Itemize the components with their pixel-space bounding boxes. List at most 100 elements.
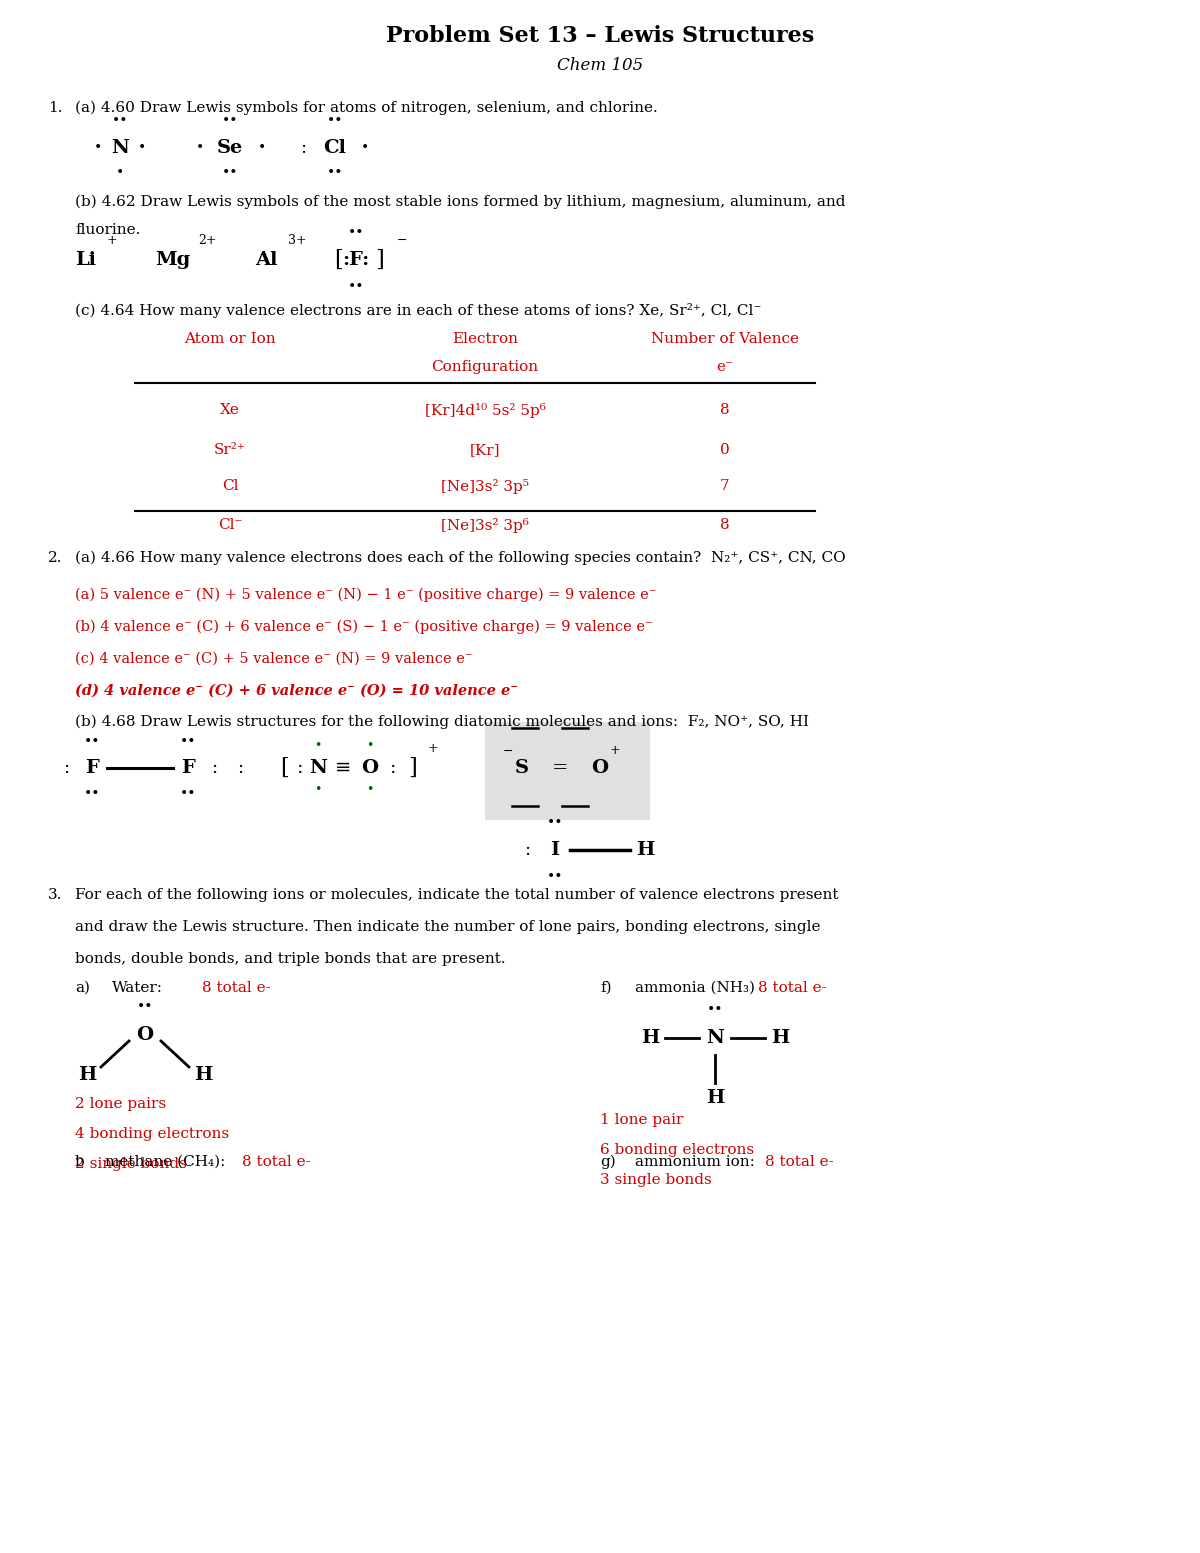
Text: +: + [107,233,118,247]
Text: =: = [552,759,569,776]
Text: :: : [390,759,396,776]
Text: 8 total e-: 8 total e- [242,1155,311,1169]
Text: +: + [610,744,620,758]
Text: :: : [62,759,70,776]
Text: ••: •• [547,815,563,829]
Text: g): g) [600,1155,616,1169]
Text: F: F [85,759,98,776]
Text: 7: 7 [720,478,730,492]
Text: 8 total e-: 8 total e- [202,981,271,995]
Text: :: : [524,842,530,859]
Text: ammonia (NH₃): ammonia (NH₃) [635,981,755,995]
Text: e⁻: e⁻ [716,360,733,374]
Text: :: : [236,759,244,776]
Text: [Ne]3s² 3p⁵: [Ne]3s² 3p⁵ [442,478,529,494]
Text: N: N [112,140,128,157]
Text: •: • [314,739,322,753]
Text: •: • [196,141,204,155]
Text: O: O [361,759,378,776]
Text: Number of Valence: Number of Valence [650,332,799,346]
Text: I: I [551,842,559,859]
Text: (a) 5 valence e⁻ (N) + 5 valence e⁻ (N) − 1 e⁻ (positive charge) = 9 valence e⁻: (a) 5 valence e⁻ (N) + 5 valence e⁻ (N) … [74,589,656,603]
Text: ••: •• [137,1000,154,1014]
Text: ••: •• [348,227,365,241]
Text: [Kr]4d¹⁰ 5s² 5p⁶: [Kr]4d¹⁰ 5s² 5p⁶ [425,402,546,418]
Text: bonds, double bonds, and triple bonds that are present.: bonds, double bonds, and triple bonds th… [74,952,505,966]
Text: fluorine.: fluorine. [74,224,140,238]
Text: •: • [314,784,322,797]
Text: ••: •• [326,166,343,180]
Text: Cl: Cl [324,140,347,157]
Text: O: O [592,759,608,776]
Text: Cl⁻: Cl⁻ [217,519,242,533]
Text: H: H [78,1065,96,1084]
Text: Atom or Ion: Atom or Ion [184,332,276,346]
Text: N: N [706,1030,724,1047]
Text: (b) 4.68 Draw Lewis structures for the following diatomic molecules and ions:  F: (b) 4.68 Draw Lewis structures for the f… [74,714,809,730]
Text: (b) 4 valence e⁻ (C) + 6 valence e⁻ (S) − 1 e⁻ (positive charge) = 9 valence e⁻: (b) 4 valence e⁻ (C) + 6 valence e⁻ (S) … [74,620,653,634]
Text: 1.: 1. [48,101,62,115]
Text: 6 bonding electrons: 6 bonding electrons [600,1143,754,1157]
Text: [: [ [334,248,342,272]
Text: 2+: 2+ [198,233,216,247]
Text: •: • [116,166,124,180]
Text: Problem Set 13 – Lewis Structures: Problem Set 13 – Lewis Structures [386,25,814,47]
Text: and draw the Lewis structure. Then indicate the number of lone pairs, bonding el: and draw the Lewis structure. Then indic… [74,919,821,933]
Text: Configuration: Configuration [432,360,539,374]
Text: •: • [258,141,266,155]
Text: methane (CH₄):: methane (CH₄): [106,1155,226,1169]
Text: :F:: :F: [342,252,370,269]
Text: •: • [366,739,373,753]
Text: H: H [706,1089,724,1107]
Text: Chem 105: Chem 105 [557,57,643,75]
Text: ••: •• [180,787,197,801]
Text: ••: •• [222,166,239,180]
Text: Cl: Cl [222,478,239,492]
Text: 4 bonding electrons: 4 bonding electrons [74,1127,229,1141]
Text: +: + [428,741,439,755]
Text: (b) 4.62 Draw Lewis symbols of the most stable ions formed by lithium, magnesium: (b) 4.62 Draw Lewis symbols of the most … [74,196,846,210]
Text: Se: Se [217,140,244,157]
Text: •: • [94,141,102,155]
Text: :: : [300,140,306,157]
Text: ••: •• [326,113,343,127]
Text: a): a) [74,981,90,995]
Text: 3 single bonds: 3 single bonds [600,1173,712,1186]
Text: 3.: 3. [48,888,62,902]
Text: ≡: ≡ [335,759,352,776]
Text: b: b [74,1155,85,1169]
Text: :: : [211,759,217,776]
Text: Water:: Water: [112,981,163,995]
Text: •: • [138,141,146,155]
Text: Li: Li [74,252,96,269]
Text: ]: ] [376,248,384,272]
Text: 8 total e-: 8 total e- [766,1155,834,1169]
Text: Electron: Electron [452,332,518,346]
Text: Mg: Mg [155,252,191,269]
Text: −: − [503,744,514,758]
Text: ••: •• [84,787,101,801]
Text: ••: •• [222,113,239,127]
Text: 1 lone pair: 1 lone pair [600,1114,683,1127]
Text: (a) 4.66 How many valence electrons does each of the following species contain? : (a) 4.66 How many valence electrons does… [74,551,846,565]
Text: ••: •• [348,280,365,294]
Text: :: : [298,759,304,776]
Text: 2 single bonds: 2 single bonds [74,1157,187,1171]
Text: 2 lone pairs: 2 lone pairs [74,1096,166,1110]
Text: 3+: 3+ [288,233,307,247]
Text: F: F [181,759,194,776]
Text: ••: •• [112,113,128,127]
Text: H: H [194,1065,212,1084]
Text: [Ne]3s² 3p⁶: [Ne]3s² 3p⁶ [442,519,529,533]
Text: ••: •• [84,735,101,749]
Text: 8: 8 [720,402,730,418]
Text: −: − [397,233,408,247]
Text: ammonium ion:: ammonium ion: [635,1155,755,1169]
Text: ••: •• [707,1003,724,1017]
Text: 2.: 2. [48,551,62,565]
Text: For each of the following ions or molecules, indicate the total number of valenc: For each of the following ions or molecu… [74,888,839,902]
Text: (a) 4.60 Draw Lewis symbols for atoms of nitrogen, selenium, and chlorine.: (a) 4.60 Draw Lewis symbols for atoms of… [74,101,658,115]
Text: 8 total e-: 8 total e- [758,981,827,995]
Text: H: H [641,1030,659,1047]
Text: 8: 8 [720,519,730,533]
